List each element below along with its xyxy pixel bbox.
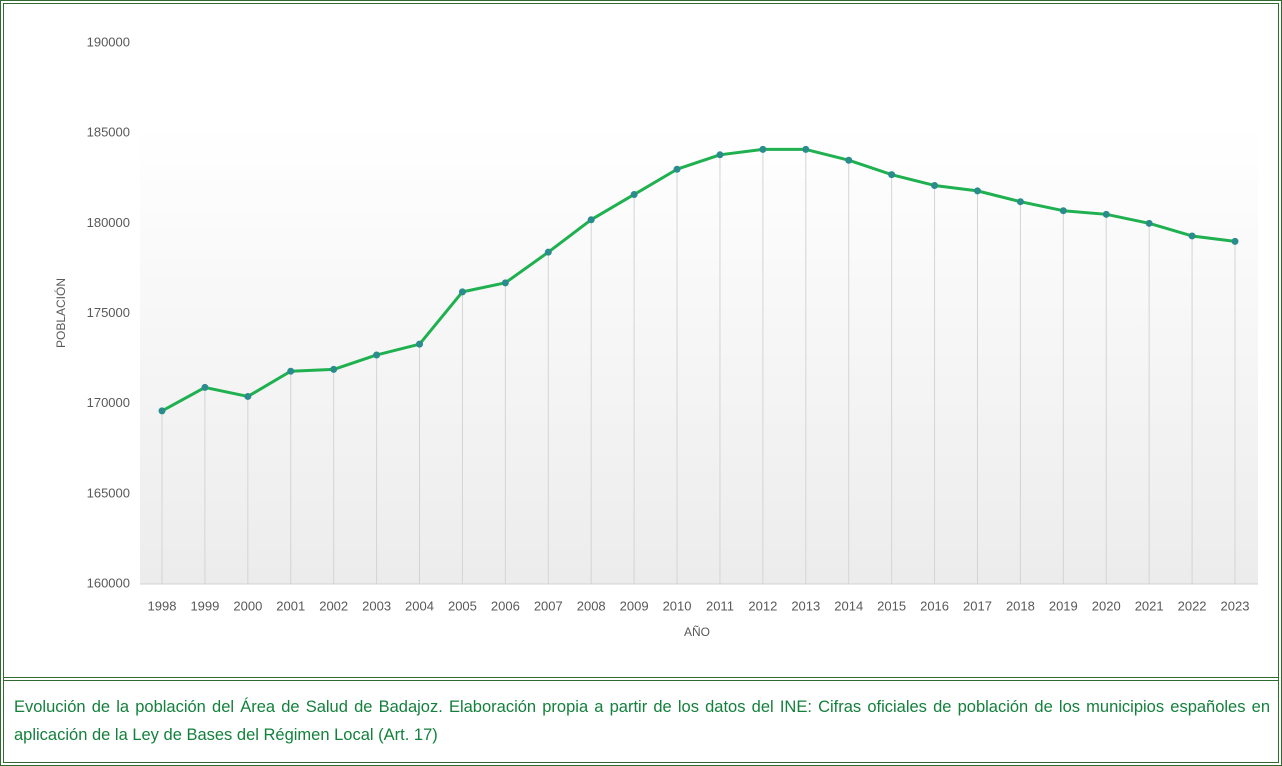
x-tick-label: 2005 <box>448 598 477 613</box>
x-tick-label: 2010 <box>663 598 692 613</box>
data-point <box>759 145 767 153</box>
data-point <box>973 187 981 195</box>
data-point <box>630 190 638 198</box>
x-tick-label: 2021 <box>1135 598 1164 613</box>
series-line <box>161 147 1236 413</box>
y-tick-label: 180000 <box>87 215 130 230</box>
data-point <box>1145 219 1153 227</box>
x-tick-label: 1999 <box>190 598 219 613</box>
data-point <box>1231 237 1239 245</box>
x-tick-label: 2023 <box>1221 598 1250 613</box>
x-tick-label: 2019 <box>1049 598 1078 613</box>
data-point <box>201 383 209 391</box>
x-tick-label: 2018 <box>1006 598 1035 613</box>
data-point <box>416 340 424 348</box>
data-point <box>1016 198 1024 206</box>
y-tick-label: 160000 <box>87 575 130 590</box>
x-tick-label: 1998 <box>148 598 177 613</box>
y-tick-label: 185000 <box>87 125 130 140</box>
x-tick-label: 2022 <box>1178 598 1207 613</box>
data-point <box>845 156 853 164</box>
x-tick-label: 2007 <box>534 598 563 613</box>
x-tick-label: 2016 <box>920 598 949 613</box>
data-point <box>716 151 724 159</box>
data-point <box>373 351 381 359</box>
data-point <box>1059 207 1067 215</box>
data-point <box>1188 232 1196 240</box>
data-point <box>544 248 552 256</box>
x-tick-label: 2014 <box>834 598 863 613</box>
data-point <box>330 365 338 373</box>
x-tick-label: 2004 <box>405 598 434 613</box>
data-point <box>458 288 466 296</box>
plot-background <box>140 124 1258 584</box>
x-axis-title: AÑO <box>684 625 710 639</box>
x-tick-label: 2015 <box>877 598 906 613</box>
x-tick-label: 2000 <box>233 598 262 613</box>
data-point <box>501 279 509 287</box>
data-point <box>802 145 810 153</box>
x-tick-label: 2008 <box>577 598 606 613</box>
caption: Evolución de la población del Área de Sa… <box>4 677 1278 762</box>
x-tick-label: 2006 <box>491 598 520 613</box>
data-point <box>931 181 939 189</box>
data-point <box>1102 210 1110 218</box>
x-tick-label: 2003 <box>362 598 391 613</box>
y-axis-title: POBLACIÓN <box>53 278 68 348</box>
chart-box: POBLACIÓN AÑO 160000 165000 170000 175000 18… <box>4 4 1278 677</box>
data-point <box>587 216 595 224</box>
y-tick-label: 170000 <box>87 395 130 410</box>
x-tick-label: 2020 <box>1092 598 1121 613</box>
data-point <box>673 165 681 173</box>
x-tick-label: 2013 <box>791 598 820 613</box>
x-tick-label: 2017 <box>963 598 992 613</box>
x-tick-label: 2012 <box>748 598 777 613</box>
x-tick-label: 2011 <box>706 598 734 613</box>
data-point <box>888 171 896 179</box>
data-point <box>244 392 252 400</box>
x-tick-label: 2002 <box>319 598 348 613</box>
y-tick-label: 165000 <box>87 485 130 500</box>
y-tick-label: 175000 <box>87 305 130 320</box>
chart: POBLACIÓN AÑO 160000 165000 170000 175000 18… <box>53 34 1258 639</box>
x-tick-label: 2001 <box>276 598 305 613</box>
x-tick-label: 2009 <box>620 598 649 613</box>
y-tick-label: 190000 <box>87 34 130 49</box>
data-point <box>287 367 295 375</box>
data-point <box>158 407 166 415</box>
